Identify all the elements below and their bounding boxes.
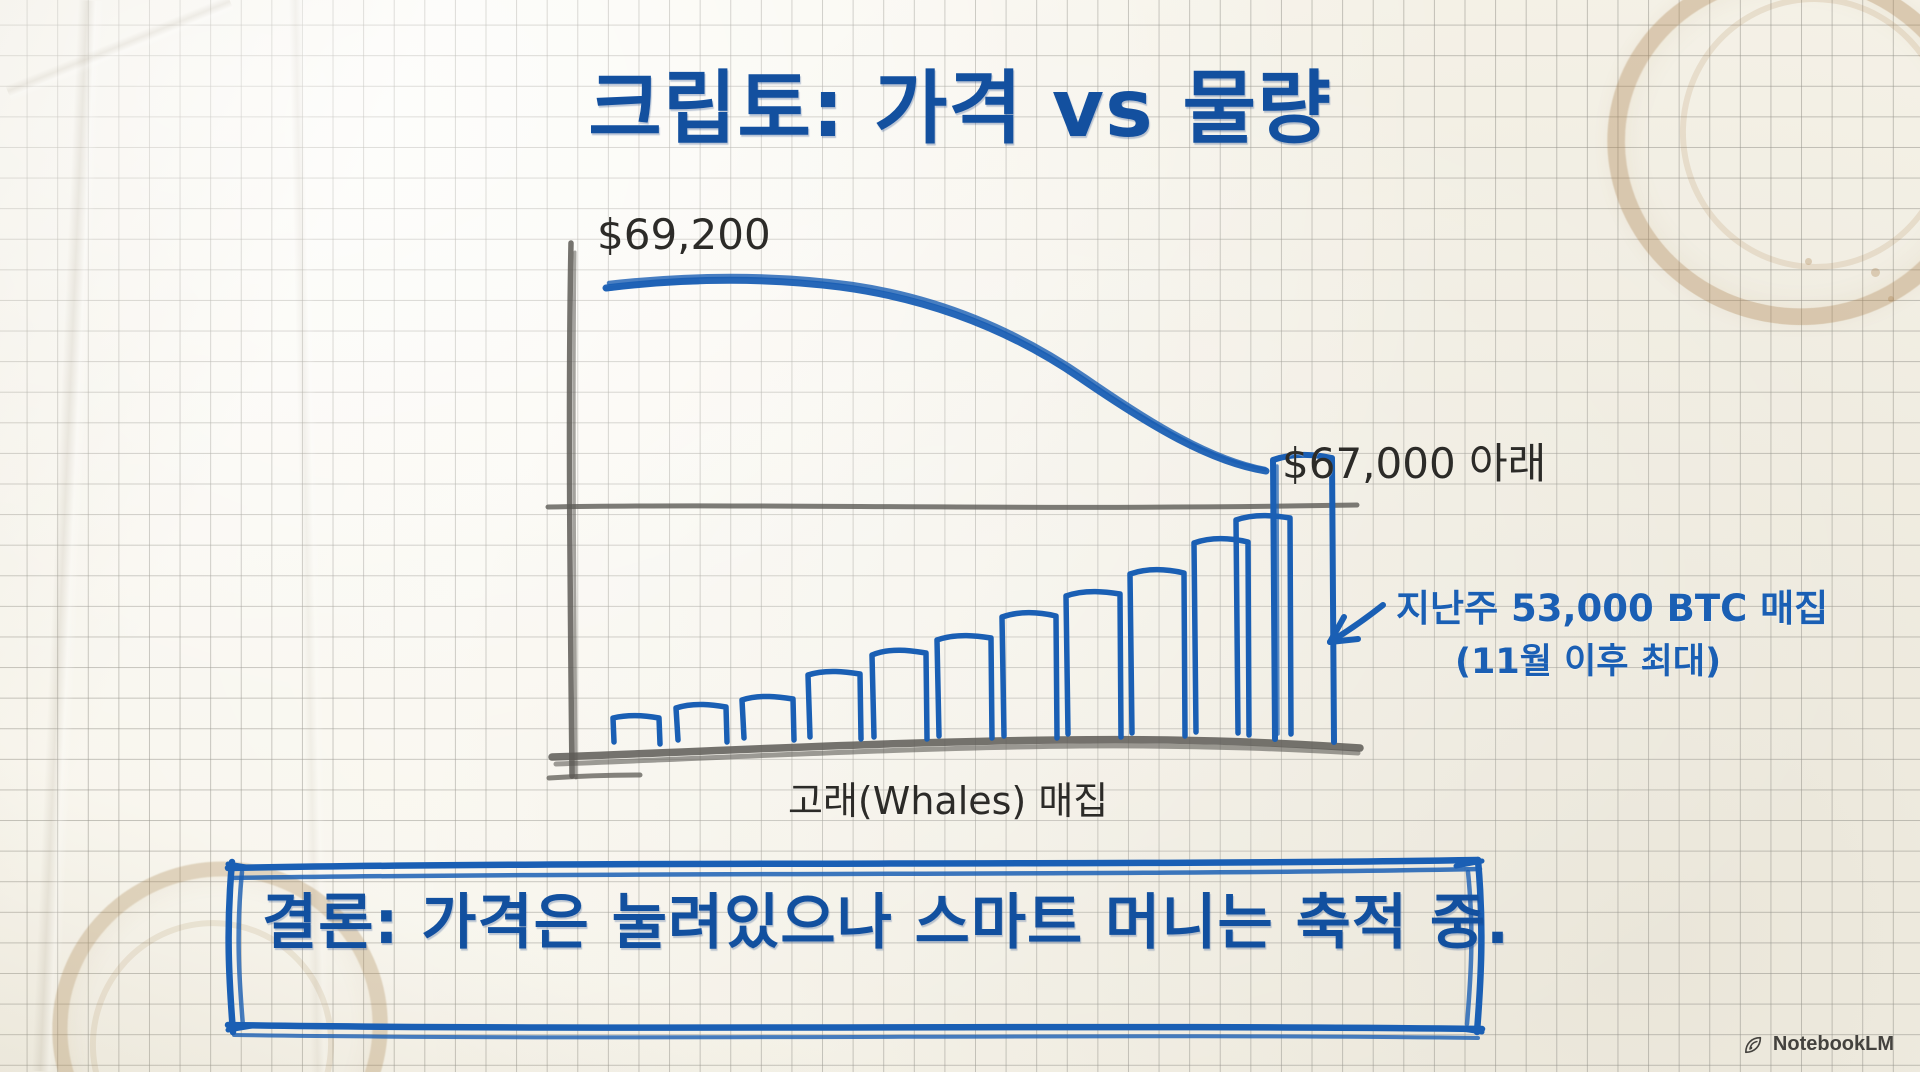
notebooklm-watermark: NotebookLM [1743,1033,1894,1056]
price-high-label: $69,200 [597,210,771,259]
bars-caption-label: 고래(Whales) 매집 [788,779,1109,823]
page-title: 크립토: 가격 vs 물량 [588,62,1332,155]
callout-line-1: 지난주 53,000 BTC 매집 [1396,587,1829,630]
price-line-series [602,273,1270,475]
price-low-label: $67,000 아래 [1282,439,1547,488]
notebooklm-label: NotebookLM [1772,1033,1894,1055]
conclusion-text: 결론: 가격은 눌려있으나 스마트 머니는 축적 중. [262,888,1510,958]
whale-bar-series [610,451,1337,747]
conclusion-box-frame [224,856,1486,1040]
notebooklm-logo-icon [1743,1035,1765,1055]
chart-axes [545,240,1364,781]
callout-arrow-icon [1327,602,1386,645]
callout-line-2: (11월 이후 최대) [1455,642,1722,682]
